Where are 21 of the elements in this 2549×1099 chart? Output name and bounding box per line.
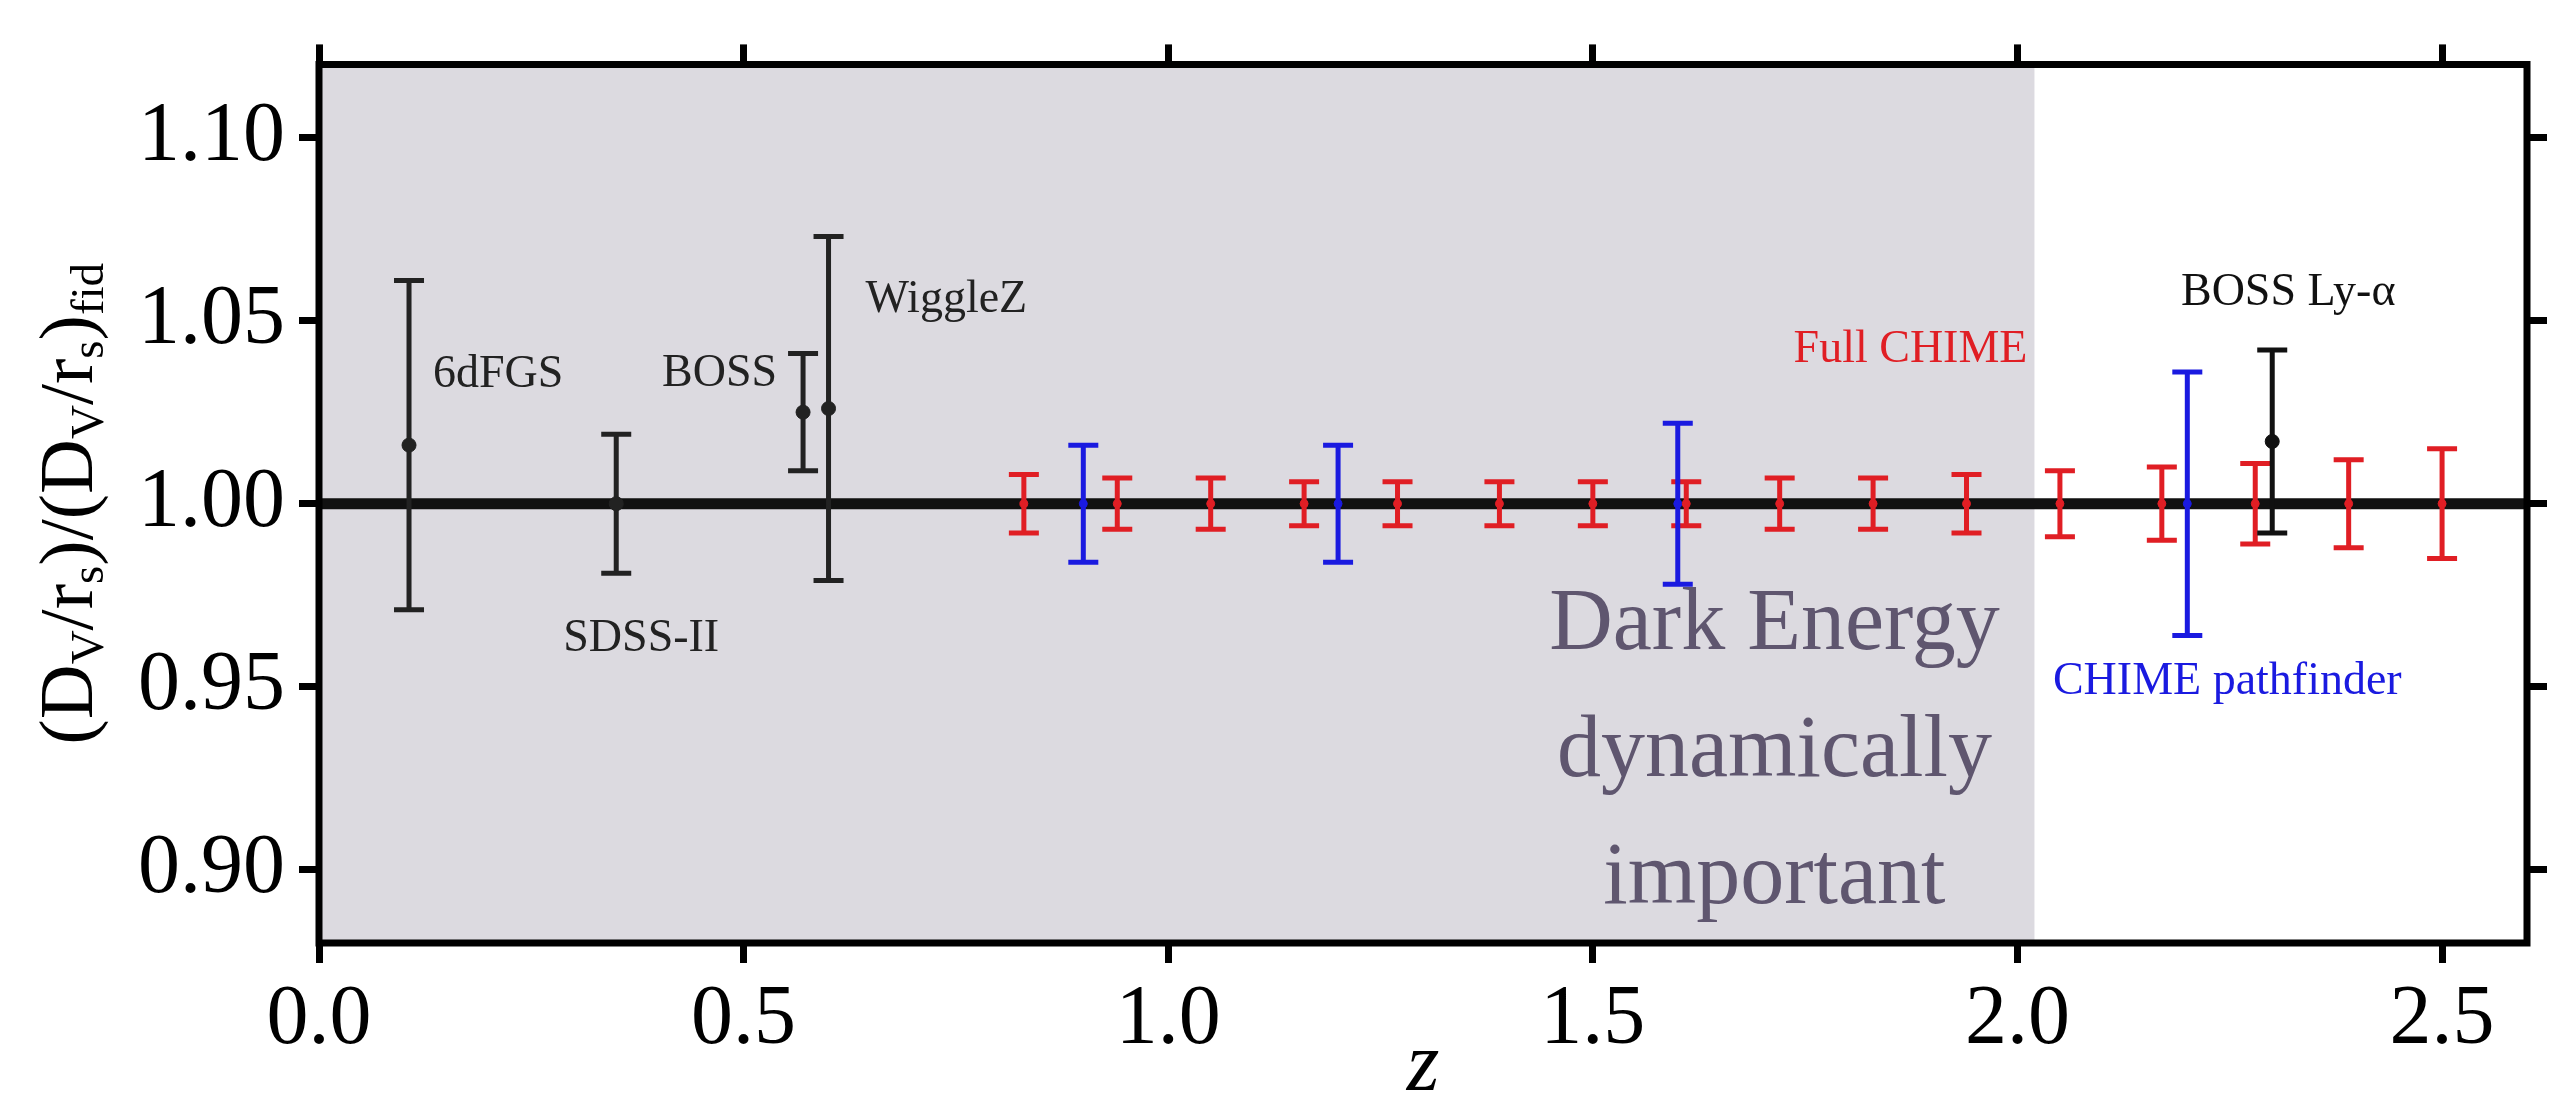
- series-label: WiggleZ: [865, 270, 1028, 322]
- y-tick-label: 0.95: [138, 633, 285, 727]
- y-tick-label: 1.00: [138, 450, 285, 544]
- text: BOSS Ly-α: [2180, 263, 2396, 315]
- series-label: 6dFGS: [433, 346, 564, 398]
- x-axis-title: z: [1405, 1015, 1440, 1099]
- text: CHIME pathfinder: [2052, 652, 2402, 704]
- y-tick-label: 1.10: [138, 84, 285, 178]
- x-tick-label: 1.0: [1115, 968, 1221, 1062]
- series-label: BOSS: [661, 345, 778, 397]
- x-tick-label: 2.0: [1964, 968, 2070, 1062]
- x-tick-label: 0.5: [691, 968, 797, 1062]
- text: (DV/rs)/(DV/rs)fid: [23, 262, 114, 745]
- text: Full CHIME: [1793, 320, 2028, 372]
- band-label: Dark Energy dynamically important: [1549, 571, 2000, 922]
- x-tick-label: 1.5: [1540, 968, 1646, 1062]
- x-tick-label: 0.0: [266, 968, 372, 1062]
- y-tick-label: 1.05: [138, 267, 285, 361]
- y-tick-label: 0.90: [138, 816, 285, 910]
- x-tick-label: 2.5: [2389, 968, 2495, 1062]
- text: SDSS-II: [563, 609, 720, 661]
